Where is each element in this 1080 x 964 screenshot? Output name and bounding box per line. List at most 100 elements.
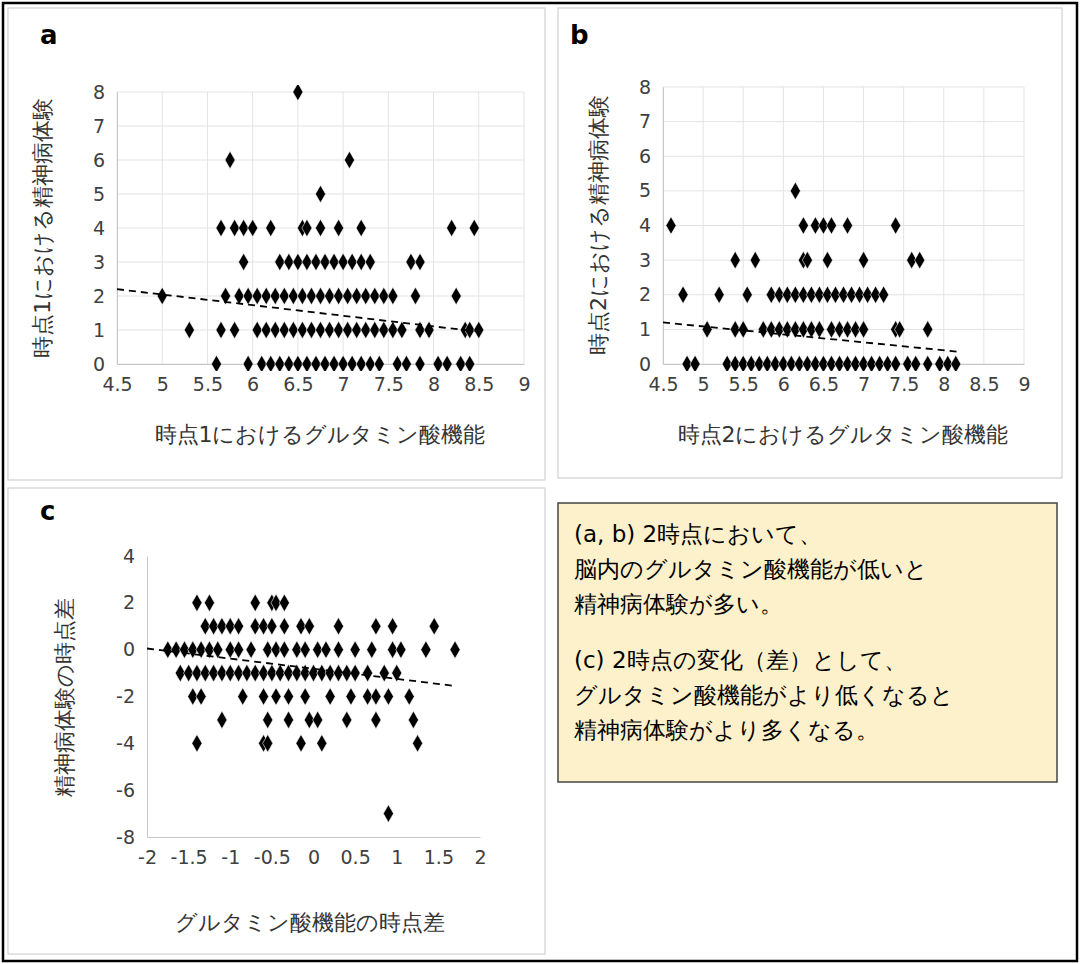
point [396, 641, 406, 659]
point [233, 641, 243, 659]
tick-label: -2 [116, 685, 135, 707]
point [233, 617, 243, 635]
note-frame [558, 503, 1057, 782]
tick-label: 9 [518, 373, 530, 395]
tick: -6 [116, 779, 147, 801]
point [300, 688, 310, 706]
tick: 4 [639, 214, 663, 236]
tick: -2 [116, 685, 147, 707]
x-axis-title: 時点2におけるグルタミン酸機能 [678, 422, 1009, 447]
x-axis-title: 時点1におけるグルタミン酸機能 [155, 422, 486, 447]
point [333, 641, 343, 659]
tick-label: 9 [1018, 373, 1030, 395]
point [213, 641, 223, 659]
tick-label: 5 [157, 373, 169, 395]
point [243, 287, 253, 305]
tick: -8 [116, 826, 147, 848]
point [313, 711, 323, 729]
point [320, 253, 330, 271]
point [279, 321, 289, 339]
point [258, 688, 268, 706]
tick: 8.5 [969, 364, 999, 395]
tick-label: 4.5 [648, 373, 678, 395]
point [356, 253, 366, 271]
point [469, 219, 479, 237]
point [311, 355, 321, 371]
tick-label: 0 [639, 353, 651, 375]
tick-label: 8 [93, 81, 105, 103]
tick-label: -1 [221, 846, 240, 868]
point [450, 641, 460, 659]
point [229, 321, 239, 339]
point [379, 321, 389, 339]
grid-line [117, 160, 524, 161]
point [284, 355, 294, 371]
point [371, 617, 381, 635]
tick-label: 7 [858, 373, 870, 395]
point [325, 688, 335, 706]
y-axis-title: 時点2における精神病体験 [586, 95, 611, 355]
point [279, 287, 289, 305]
tick: 5 [157, 364, 169, 395]
point [302, 355, 312, 371]
tick: 2 [474, 837, 486, 868]
panel-title: b [570, 20, 589, 50]
tick-label: 1.5 [424, 846, 454, 868]
point [306, 287, 316, 305]
panel-title: a [40, 20, 58, 50]
point [217, 711, 227, 729]
point [343, 321, 353, 339]
tick: 0.5 [341, 837, 371, 868]
y-axis-title: 時点1における精神病体験 [30, 98, 55, 358]
point [225, 151, 235, 169]
point [324, 321, 334, 339]
point [338, 253, 348, 271]
note-box: (a, b) 2時点において、脳内のグルタミン酸機能が低いと精神病体験が多い。(… [558, 503, 1057, 782]
point [267, 617, 277, 635]
point [911, 355, 921, 371]
x-axis-title: グルタミン酸機能の時点差 [175, 910, 445, 935]
point [424, 321, 434, 339]
point [329, 355, 339, 371]
point [822, 251, 832, 269]
point [275, 253, 285, 271]
tick-label: 6 [639, 145, 651, 167]
point [252, 321, 262, 339]
point [842, 217, 852, 235]
tick-label: 1 [639, 318, 651, 340]
point [371, 711, 381, 729]
grid [663, 87, 1024, 364]
point [302, 219, 312, 237]
point [196, 688, 206, 706]
point [204, 594, 214, 612]
tick-label: 1 [391, 846, 403, 868]
tick: 9 [1018, 364, 1030, 395]
point [923, 321, 933, 339]
point [216, 321, 226, 339]
point [383, 805, 393, 823]
axis-line [147, 557, 148, 838]
point [243, 355, 253, 371]
point [279, 641, 289, 659]
point [239, 219, 249, 237]
panel-frame [8, 488, 545, 954]
tick-label: 5.5 [729, 373, 759, 395]
point [192, 735, 202, 753]
point [392, 355, 402, 371]
panel: -2-1.5-1-0.500.511.52-8-6-4-2024cグルタミン酸機… [8, 488, 545, 954]
point [344, 151, 354, 169]
point [315, 321, 325, 339]
point [288, 287, 298, 305]
tick: 1 [639, 318, 663, 340]
point [306, 321, 316, 339]
point [814, 321, 824, 339]
y-axis: 012345678 [93, 81, 118, 375]
point [297, 321, 307, 339]
tick: 0 [123, 638, 147, 660]
point [324, 287, 334, 305]
tick: 5 [698, 364, 710, 395]
tick: -2 [138, 837, 157, 868]
tick-label: 5 [698, 373, 710, 395]
point [415, 253, 425, 271]
tick-label: -2 [138, 846, 157, 868]
